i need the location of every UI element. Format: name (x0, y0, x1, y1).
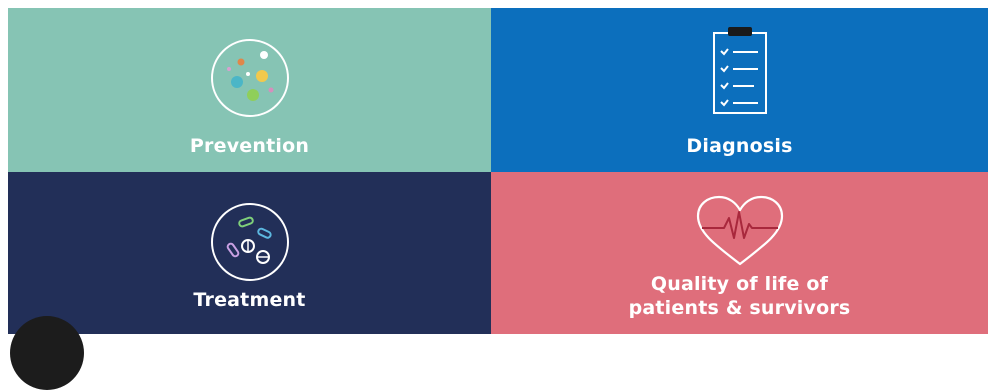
tile-quality-of-life[interactable]: Quality of life of patients & survivors (491, 172, 988, 334)
tile-treatment[interactable]: Treatment (8, 172, 491, 334)
tile-label: Quality of life of patients & survivors (491, 272, 988, 320)
clipboard-checklist-icon (712, 27, 767, 114)
avatar[interactable] (10, 316, 84, 390)
tile-label: Prevention (189, 135, 310, 157)
tile-label-line-2: patients & survivors (628, 297, 851, 319)
info-grid: Prevention Diagnosis (8, 8, 988, 334)
pills-circle-icon (210, 203, 289, 281)
tile-diagnosis[interactable]: Diagnosis (491, 8, 988, 172)
heart-pulse-icon (696, 195, 783, 266)
tile-label: Diagnosis (686, 135, 793, 157)
tile-label: Treatment (193, 289, 306, 311)
tile-label-line-1: Quality of life of (650, 273, 829, 295)
microbes-circle-icon (210, 39, 289, 117)
tile-prevention[interactable]: Prevention (8, 8, 491, 172)
